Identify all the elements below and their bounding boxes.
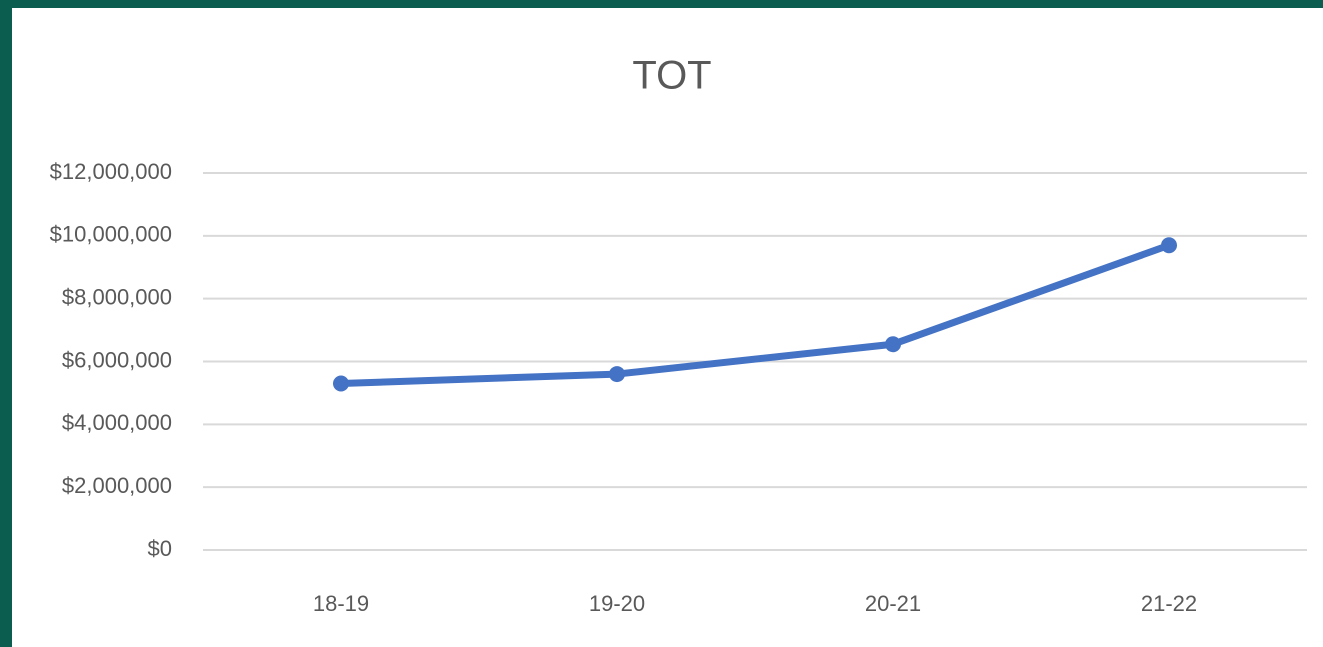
data-line: [337, 241, 1173, 387]
y-tick-label: $10,000,000: [50, 222, 172, 247]
data-point: [885, 336, 901, 353]
y-tick-label: $12,000,000: [50, 159, 172, 184]
y-tick-label: $8,000,000: [62, 284, 172, 309]
chart-panel: [12, 8, 1323, 647]
y-tick-label: $6,000,000: [62, 347, 172, 372]
x-tick-label: 21-22: [1141, 591, 1197, 616]
data-point: [1161, 237, 1177, 254]
data-point: [609, 366, 625, 383]
y-tick-label: $4,000,000: [62, 410, 172, 435]
y-tick-label: $2,000,000: [62, 473, 172, 498]
x-tick-label: 20-21: [865, 591, 921, 616]
data-point: [333, 375, 349, 392]
chart-title: TOT: [632, 54, 711, 98]
y-tick-label: $0: [148, 536, 172, 561]
x-tick-label: 18-19: [313, 591, 369, 616]
x-tick-label: 19-20: [589, 591, 645, 616]
